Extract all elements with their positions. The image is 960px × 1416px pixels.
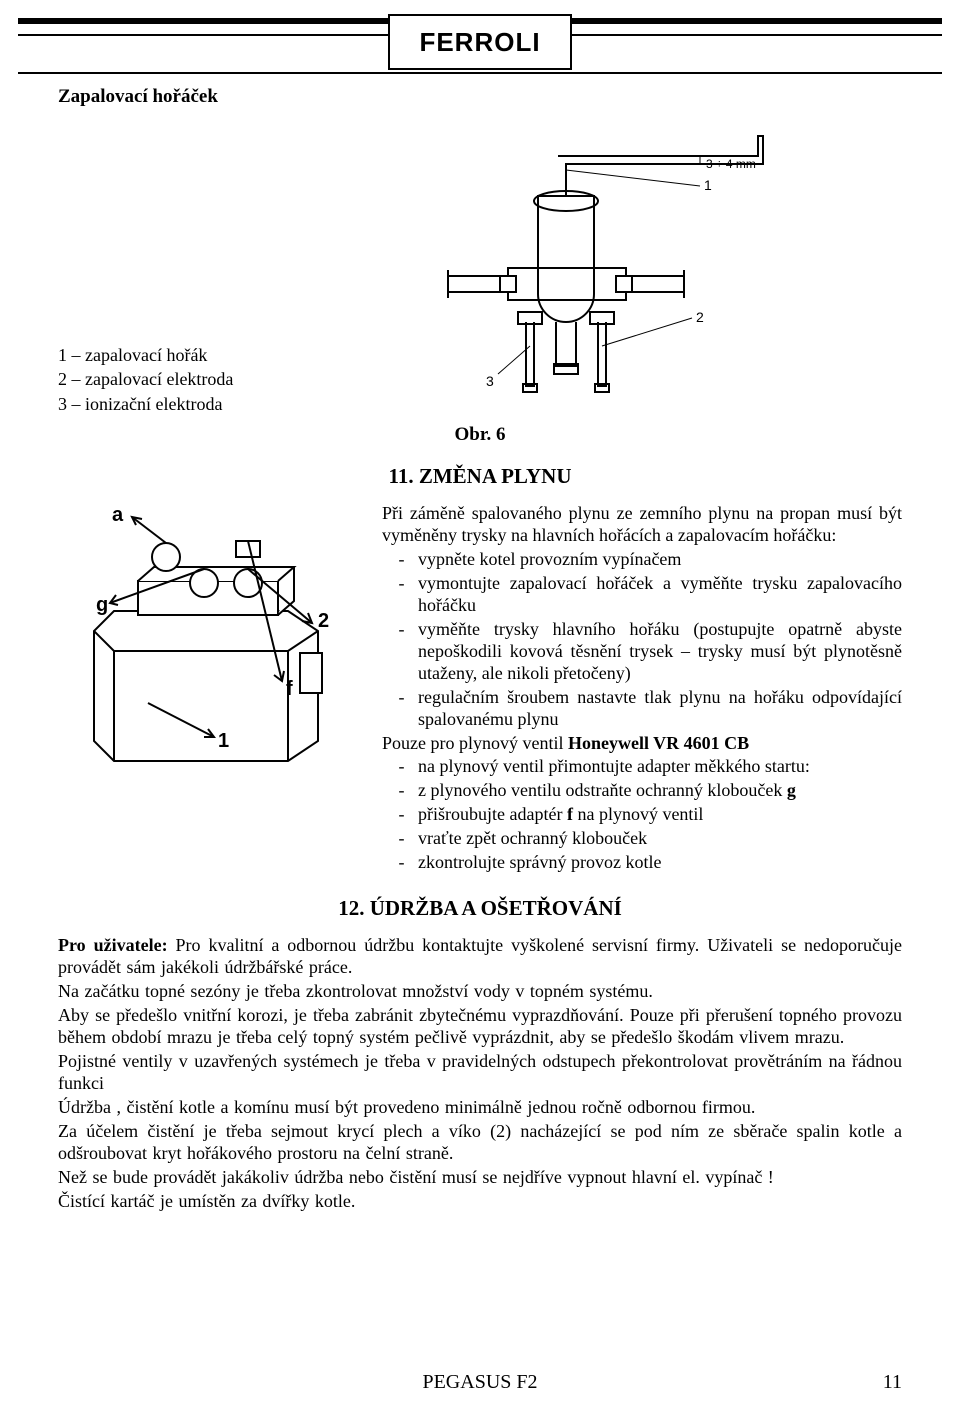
section-12-body: Pro uživatele: Pro kvalitní a odbornou ú… [58,935,902,1212]
valve-label-1: 1 [218,730,229,752]
valve-label-2: 2 [318,610,329,632]
list-item: vyměňte trysky hlavního hořáku (postupuj… [418,619,902,685]
diagram-label-1: 1 [704,177,712,193]
figure-caption: Obr. 6 [454,424,505,446]
paragraph: Na začátku topné sezóny je třeba zkontro… [58,981,902,1003]
section11-mid: Pouze pro plynový ventil Honeywell VR 46… [382,733,902,755]
diagram-dim-label: 3 ÷ 4 mm [706,157,756,171]
list-item: vraťte zpět ochranný klobouček [418,828,902,850]
brand-text: FERROLI [419,27,540,58]
legend-item: 3 – ionizační elektroda [58,392,233,416]
list-item: vypněte kotel provozním vypínačem [418,549,902,571]
burner-diagram: 1 2 3 3 ÷ 4 mm [388,126,788,416]
legend-item: 2 – zapalovací elektroda [58,367,233,391]
paragraph: Pojistné ventily v uzavřených systémech … [58,1051,902,1095]
paragraph: Údržba , čistění kotle a komínu musí být… [58,1097,902,1119]
paragraph: Pro uživatele: Pro kvalitní a odbornou ú… [58,935,902,979]
paragraph: Než se bude provádět jakákoliv údržba ne… [58,1167,902,1189]
footer-model: PEGASUS F2 [0,1371,960,1394]
section-12-heading: 12. ÚDRŽBA A OŠETŘOVÁNÍ [58,896,902,921]
section11-intro: Při záměně spalovaného plynu ze zemního … [382,503,902,547]
list-item: regulačním šroubem nastavte tlak plynu n… [418,687,902,731]
list-item: zkontrolujte správný provoz kotle [418,852,902,874]
list-item: na plynový ventil přimontujte adapter mě… [418,756,902,778]
valve-diagram: a g 2 f 1 [58,503,358,783]
valve-label-f: f [286,678,293,700]
list-item: vymontujte zapalovací hořáček a vyměňte … [418,573,902,617]
legend-item: 1 – zapalovací hořák [58,343,233,367]
valve-label-g: g [96,594,108,616]
section-11-heading: 11. ZMĚNA PLYNU [58,464,902,489]
paragraph: Za účelem čistění je třeba sejmout krycí… [58,1121,902,1165]
brand-logo: FERROLI [388,14,572,70]
list-item: přišroubujte adaptér f na plynový ventil [418,804,902,826]
section-heading-pilot: Zapalovací hořáček [58,86,902,108]
diagram-label-2: 2 [696,309,704,325]
section-11-text: Při záměně spalovaného plynu ze zemního … [382,503,902,876]
burner-legend: 1 – zapalovací hořák 2 – zapalovací elek… [58,343,233,416]
paragraph: Čistící kartáč je umístěn za dvířky kotl… [58,1191,902,1213]
list-item: z plynového ventilu odstraňte ochranný k… [418,780,902,802]
page-number: 11 [883,1371,902,1394]
valve-label-a: a [112,504,124,526]
paragraph: Aby se předešlo vnitřní korozi, je třeba… [58,1005,902,1049]
diagram-label-3: 3 [486,373,494,389]
section11-list-2: na plynový ventil přimontujte adapter mě… [400,756,902,874]
section11-list-1: vypněte kotel provozním vypínačem vymont… [400,549,902,731]
